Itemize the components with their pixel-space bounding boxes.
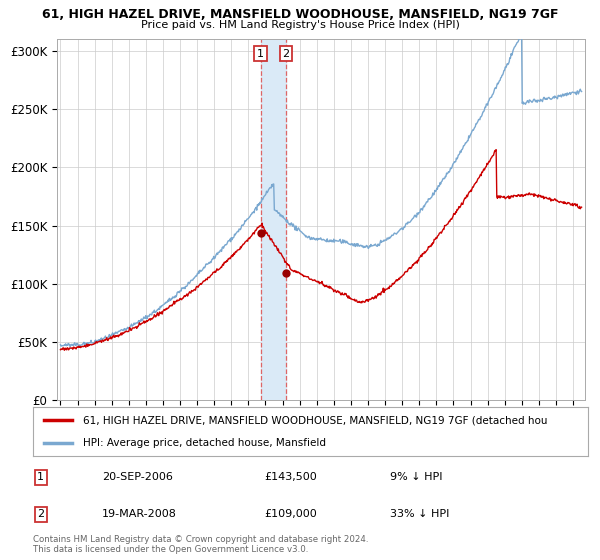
- Bar: [260, 39, 286, 400]
- Text: Price paid vs. HM Land Registry's House Price Index (HPI): Price paid vs. HM Land Registry's House …: [140, 20, 460, 30]
- Text: 33% ↓ HPI: 33% ↓ HPI: [390, 509, 449, 519]
- Text: 2: 2: [283, 49, 290, 59]
- Text: Contains HM Land Registry data © Crown copyright and database right 2024.: Contains HM Land Registry data © Crown c…: [33, 535, 368, 544]
- Text: 19-MAR-2008: 19-MAR-2008: [102, 509, 177, 519]
- Text: £143,500: £143,500: [264, 472, 317, 482]
- Text: 1: 1: [257, 49, 264, 59]
- Text: £109,000: £109,000: [264, 509, 317, 519]
- Text: 9% ↓ HPI: 9% ↓ HPI: [390, 472, 443, 482]
- Text: 1: 1: [37, 472, 44, 482]
- Text: HPI: Average price, detached house, Mansfield: HPI: Average price, detached house, Mans…: [83, 437, 326, 447]
- Text: 61, HIGH HAZEL DRIVE, MANSFIELD WOODHOUSE, MANSFIELD, NG19 7GF (detached hou: 61, HIGH HAZEL DRIVE, MANSFIELD WOODHOUS…: [83, 416, 547, 426]
- Text: 20-SEP-2006: 20-SEP-2006: [102, 472, 173, 482]
- Text: 2: 2: [37, 509, 44, 519]
- Text: 61, HIGH HAZEL DRIVE, MANSFIELD WOODHOUSE, MANSFIELD, NG19 7GF: 61, HIGH HAZEL DRIVE, MANSFIELD WOODHOUS…: [42, 8, 558, 21]
- Text: This data is licensed under the Open Government Licence v3.0.: This data is licensed under the Open Gov…: [33, 545, 308, 554]
